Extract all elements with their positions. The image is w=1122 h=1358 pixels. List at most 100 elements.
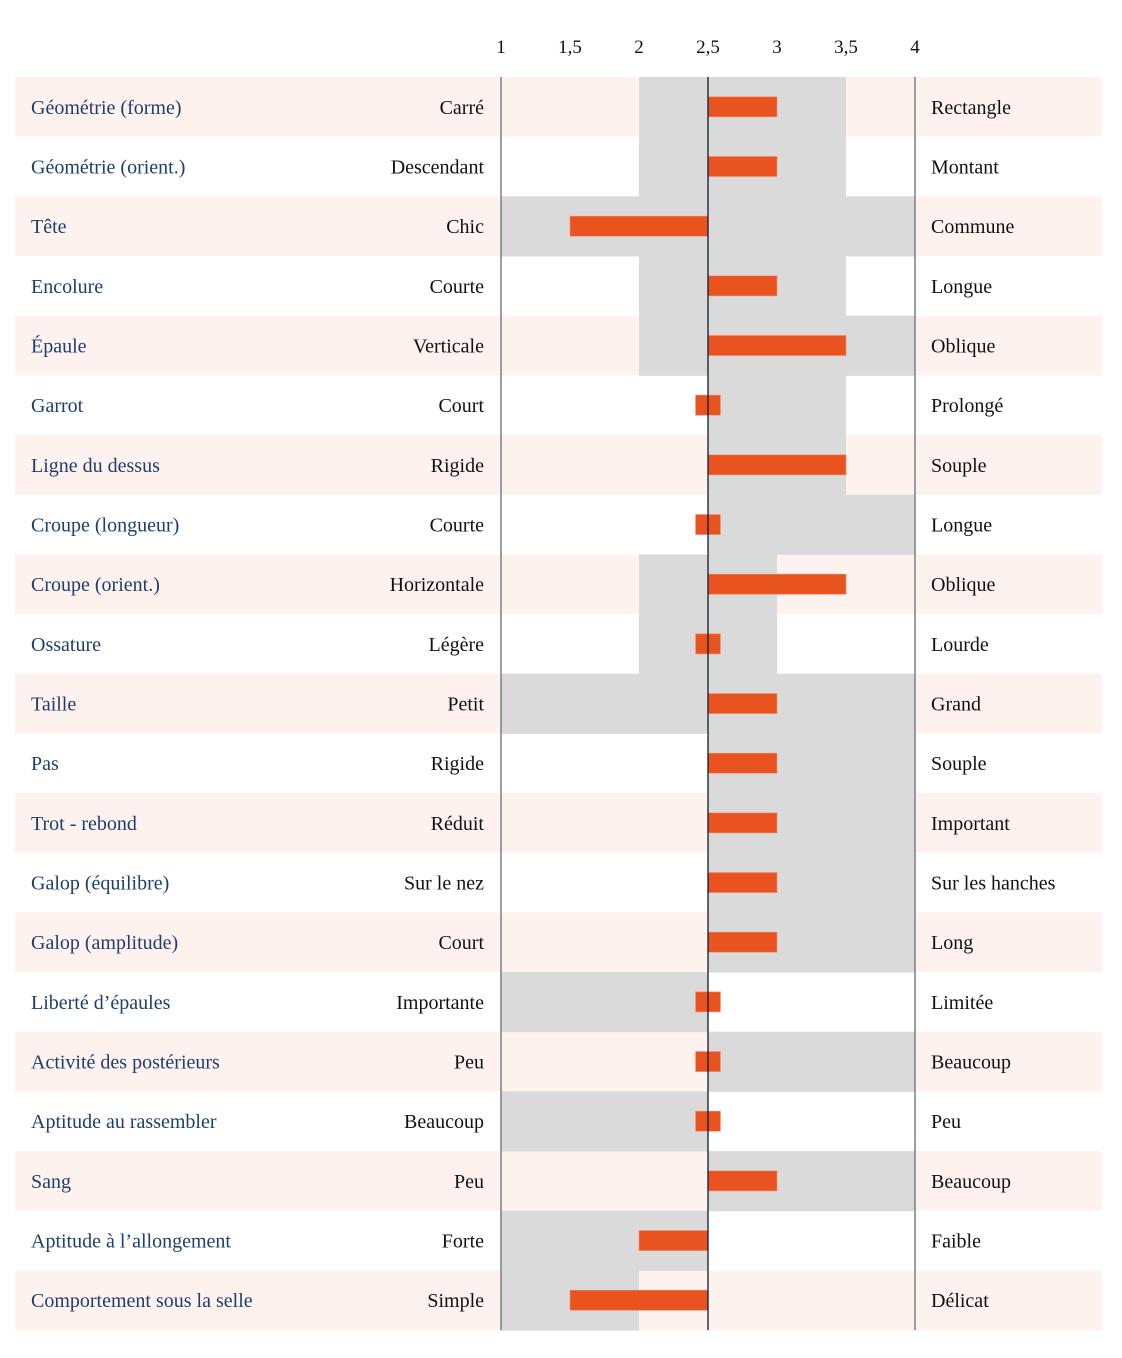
low-pole-label: Descendant bbox=[391, 157, 485, 179]
criterion-label: Galop (amplitude) bbox=[31, 932, 178, 954]
low-pole-label: Forte bbox=[442, 1231, 484, 1253]
row-background bbox=[15, 1031, 1102, 1092]
low-pole-label: Horizontale bbox=[390, 574, 485, 596]
row-background bbox=[15, 435, 1102, 496]
high-pole-label: Beaucoup bbox=[931, 1171, 1011, 1193]
value-bar bbox=[638, 1230, 709, 1251]
high-pole-label: Longue bbox=[931, 276, 992, 298]
row-background bbox=[15, 1151, 1102, 1212]
reference-range bbox=[708, 494, 915, 555]
high-pole-label: Montant bbox=[931, 157, 999, 179]
criterion-label: Géométrie (orient.) bbox=[31, 157, 185, 179]
row-labels: Géométrie (forme) Carré Rectangle Géométrie… bbox=[31, 97, 1056, 1312]
value-bars bbox=[569, 77, 847, 1331]
low-pole-label: Peu bbox=[454, 1171, 484, 1193]
value-bar bbox=[569, 1289, 709, 1311]
low-pole-label: Carré bbox=[440, 97, 485, 119]
low-pole-label: Peu bbox=[454, 1052, 484, 1074]
low-pole-label: Petit bbox=[447, 694, 484, 716]
criterion-label: Pas bbox=[31, 753, 59, 775]
value-bar bbox=[707, 872, 778, 893]
row-background bbox=[15, 793, 1102, 854]
low-pole-label: Rigide bbox=[431, 455, 484, 477]
high-pole-label: Beaucoup bbox=[931, 1052, 1011, 1074]
value-bar bbox=[707, 752, 778, 774]
value-bar bbox=[707, 573, 847, 595]
low-pole-label: Courte bbox=[430, 276, 485, 298]
low-pole-label: Court bbox=[438, 395, 484, 417]
row-background bbox=[15, 614, 1102, 675]
criterion-label: Galop (équilibre) bbox=[31, 873, 169, 895]
row-background bbox=[15, 77, 1102, 138]
axis-lines bbox=[500, 77, 916, 1331]
value-bar bbox=[569, 215, 709, 237]
high-pole-label: Prolongé bbox=[931, 395, 1003, 417]
x-tick-label: 3 bbox=[772, 37, 782, 58]
reference-range bbox=[501, 1091, 708, 1152]
low-pole-label: Réduit bbox=[431, 813, 485, 835]
criterion-label: Tête bbox=[31, 216, 67, 238]
criterion-label: Garrot bbox=[31, 395, 84, 417]
reference-range bbox=[501, 972, 708, 1033]
high-pole-label: Peu bbox=[931, 1111, 961, 1133]
low-pole-label: Sur le nez bbox=[404, 873, 484, 895]
criterion-label: Géométrie (forme) bbox=[31, 97, 181, 119]
criterion-label: Aptitude au rassembler bbox=[31, 1111, 217, 1133]
row-background bbox=[15, 912, 1102, 973]
criterion-label: Aptitude à l’allongement bbox=[31, 1231, 231, 1253]
x-tick-label: 2,5 bbox=[696, 37, 720, 58]
high-pole-label: Souple bbox=[931, 455, 987, 477]
low-pole-label: Importante bbox=[396, 992, 484, 1014]
high-pole-label: Long bbox=[931, 932, 973, 954]
row-background bbox=[15, 494, 1102, 555]
high-pole-label: Commune bbox=[931, 216, 1014, 238]
high-pole-label: Sur les hanches bbox=[931, 873, 1056, 895]
x-tick-label: 2 bbox=[634, 37, 644, 58]
low-pole-label: Court bbox=[438, 932, 484, 954]
value-bar bbox=[707, 156, 778, 177]
value-bar bbox=[707, 275, 778, 297]
low-pole-label: Rigide bbox=[431, 753, 484, 775]
low-pole-label: Chic bbox=[446, 216, 484, 238]
row-background bbox=[15, 375, 1102, 436]
value-bar bbox=[707, 335, 847, 356]
x-tick-label: 3,5 bbox=[834, 37, 858, 58]
row-background bbox=[15, 733, 1102, 794]
value-bar bbox=[707, 454, 847, 476]
high-pole-label: Important bbox=[931, 813, 1010, 835]
low-pole-label: Beaucoup bbox=[404, 1111, 484, 1133]
value-bar bbox=[707, 96, 778, 118]
criterion-label: Ossature bbox=[31, 634, 101, 656]
row-background bbox=[15, 315, 1102, 376]
row-background bbox=[15, 256, 1102, 317]
criterion-label: Sang bbox=[31, 1171, 71, 1193]
criterion-label: Trot - rebond bbox=[31, 813, 137, 835]
low-pole-label: Courte bbox=[430, 515, 485, 537]
criterion-label: Épaule bbox=[31, 335, 87, 358]
reference-range bbox=[708, 1031, 915, 1092]
high-pole-label: Limitée bbox=[931, 992, 993, 1014]
criterion-label: Taille bbox=[31, 694, 76, 716]
value-bar bbox=[707, 931, 778, 953]
x-axis-ticks: 1 1,5 2 2,5 3 3,5 4 bbox=[496, 37, 920, 58]
high-pole-label: Souple bbox=[931, 753, 987, 775]
high-pole-label: Faible bbox=[931, 1231, 981, 1253]
high-pole-label: Lourde bbox=[931, 634, 989, 656]
high-pole-label: Grand bbox=[931, 694, 981, 716]
x-tick-label: 1,5 bbox=[558, 37, 582, 58]
reference-range bbox=[708, 375, 846, 436]
high-pole-label: Oblique bbox=[931, 336, 996, 358]
criterion-label: Ligne du dessus bbox=[31, 455, 160, 477]
high-pole-label: Oblique bbox=[931, 574, 996, 596]
high-pole-label: Longue bbox=[931, 515, 992, 537]
high-pole-label: Rectangle bbox=[931, 97, 1011, 119]
low-pole-label: Verticale bbox=[413, 336, 484, 358]
row-background bbox=[15, 554, 1102, 615]
low-pole-label: Légère bbox=[428, 634, 484, 656]
criterion-label: Croupe (orient.) bbox=[31, 574, 160, 596]
x-tick-label: 4 bbox=[910, 37, 920, 58]
high-pole-label: Délicat bbox=[931, 1290, 989, 1312]
low-pole-label: Simple bbox=[427, 1290, 484, 1312]
criterion-label: Liberté d’épaules bbox=[31, 992, 171, 1014]
